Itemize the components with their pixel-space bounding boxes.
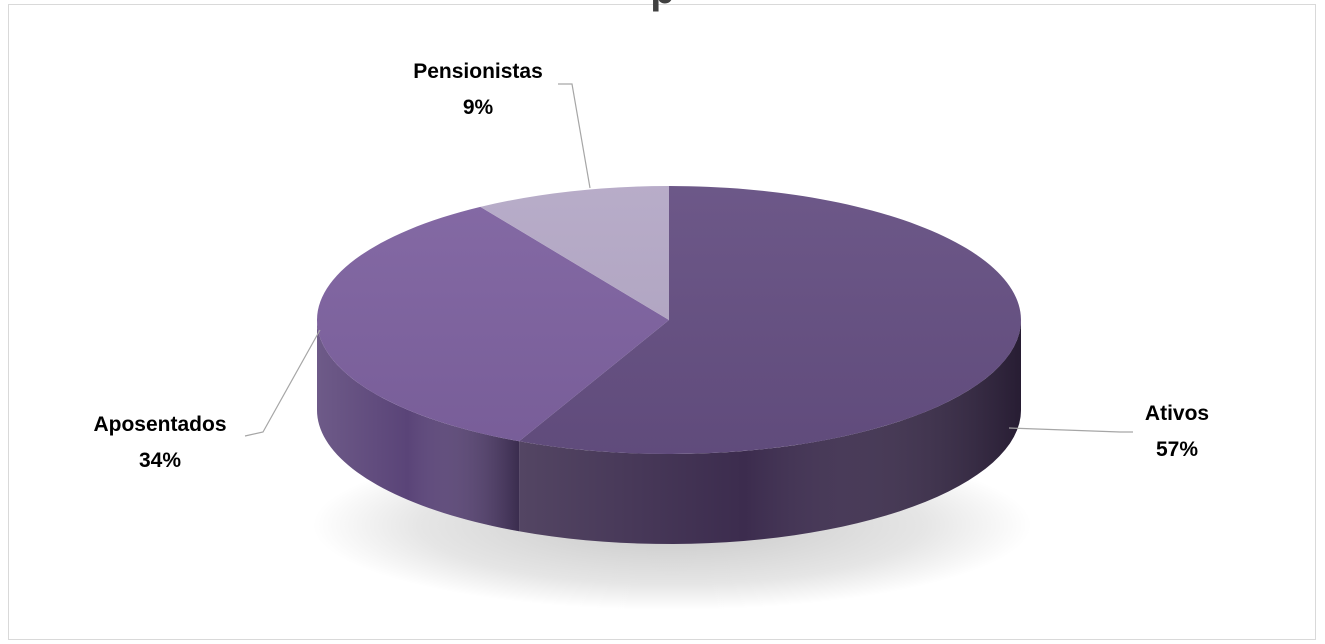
data-labels: Ativos 57% Aposentados 34% Pensionistas 9%	[93, 60, 1209, 472]
data-label-category-ativos: Ativos	[1145, 402, 1209, 425]
data-label-category-aposentados: Aposentados	[93, 413, 226, 436]
data-label-category-pensionistas: Pensionistas	[413, 60, 543, 83]
leader-lines	[244, 83, 1133, 437]
pie-tops	[316, 186, 1021, 455]
leader-line-pensionistas	[558, 83, 591, 189]
data-label-value-pensionistas: 9%	[463, 96, 494, 119]
data-label-value-ativos: 57%	[1156, 438, 1198, 461]
pie-sides	[317, 320, 1021, 544]
leader-line-ativos	[1008, 427, 1133, 433]
chart-title: p	[0, 0, 1325, 10]
data-label-value-aposentados: 34%	[139, 449, 181, 472]
pie-side-shade-aposentados	[317, 320, 520, 532]
pie-side-shade-ativos	[519, 320, 1021, 544]
leader-line-aposentados	[244, 329, 321, 437]
pie-top-sheen	[317, 186, 1021, 454]
